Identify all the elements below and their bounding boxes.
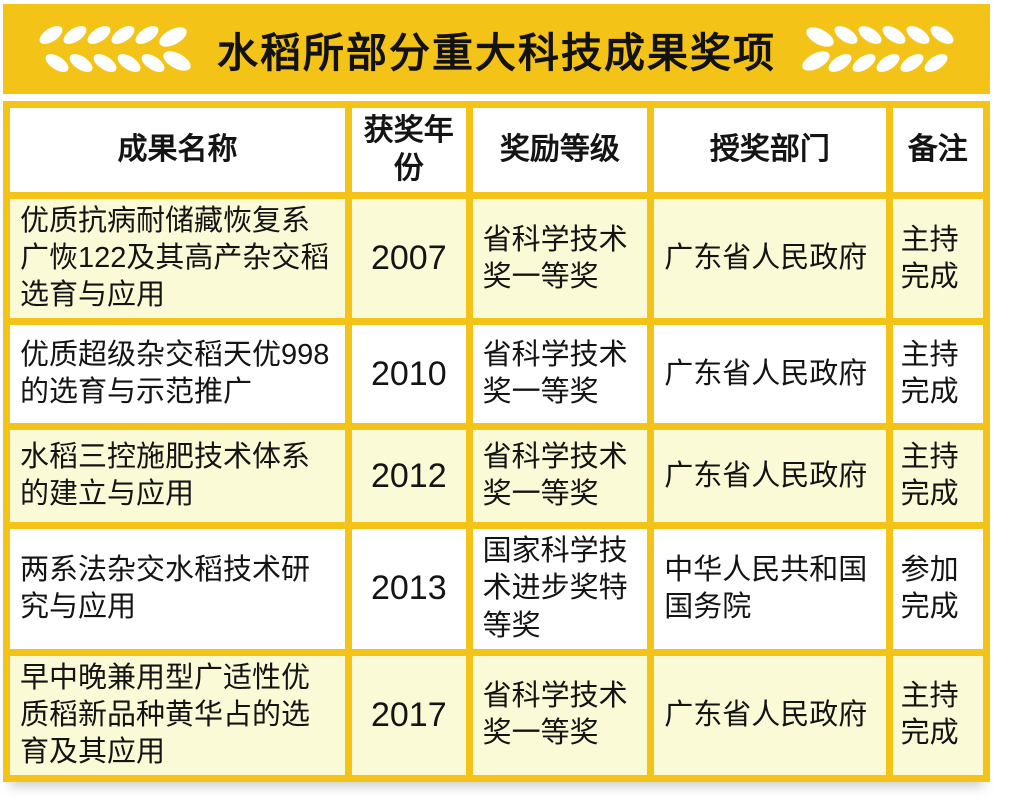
cell-remarks: 主持完成 bbox=[892, 430, 983, 523]
table-row: 早中晚兼用型广适性优质稻新品种黄华占的选育及其应用 2017 省科学技术奖一等奖… bbox=[10, 655, 983, 775]
table-row: 水稻三控施肥技术体系的建立与应用 2012 省科学技术奖一等奖 广东省人民政府 … bbox=[10, 430, 983, 523]
cell-award-year: 2013 bbox=[351, 529, 466, 649]
cell-awarding-dept: 广东省人民政府 bbox=[654, 655, 886, 775]
wheat-ear-left-icon bbox=[39, 26, 191, 72]
cell-achievement-name: 早中晚兼用型广适性优质稻新品种黄华占的选育及其应用 bbox=[10, 655, 345, 775]
cell-award-year: 2010 bbox=[351, 325, 466, 424]
header-remarks: 备注 bbox=[892, 108, 983, 192]
content-area: 水稻所部分重大科技成果奖项 bbox=[3, 4, 990, 782]
cell-awarding-dept: 广东省人民政府 bbox=[654, 199, 886, 319]
cell-remarks: 主持完成 bbox=[892, 655, 983, 775]
cell-award-year: 2007 bbox=[351, 199, 466, 319]
header-award-level: 奖励等级 bbox=[472, 108, 648, 192]
cell-achievement-name: 两系法杂交水稻技术研究与应用 bbox=[10, 529, 345, 649]
cell-award-level: 省科学技术奖一等奖 bbox=[472, 655, 648, 775]
cell-award-year: 2017 bbox=[351, 655, 466, 775]
wheat-ear-right-icon bbox=[802, 26, 954, 72]
cell-remarks: 主持完成 bbox=[892, 325, 983, 424]
header-award-year: 获奖年份 bbox=[351, 108, 466, 192]
header-achievement-name: 成果名称 bbox=[10, 108, 345, 192]
cell-awarding-dept: 中华人民共和国国务院 bbox=[654, 529, 886, 649]
header-awarding-dept: 授奖部门 bbox=[654, 108, 886, 192]
table-row: 优质超级杂交稻天优998的选育与示范推广 2010 省科学技术奖一等奖 广东省人… bbox=[10, 325, 983, 424]
table-row: 优质抗病耐储藏恢复系广恢122及其高产杂交稻选育与应用 2007 省科学技术奖一… bbox=[10, 199, 983, 319]
cell-award-level: 省科学技术奖一等奖 bbox=[472, 199, 648, 319]
awards-table: 成果名称 获奖年份 奖励等级 授奖部门 备注 优质抗病耐储藏恢复系广恢122及其… bbox=[3, 101, 990, 782]
cell-awarding-dept: 广东省人民政府 bbox=[654, 430, 886, 523]
cell-achievement-name: 优质抗病耐储藏恢复系广恢122及其高产杂交稻选育与应用 bbox=[10, 199, 345, 319]
cell-awarding-dept: 广东省人民政府 bbox=[654, 325, 886, 424]
cell-achievement-name: 水稻三控施肥技术体系的建立与应用 bbox=[10, 430, 345, 523]
cell-remarks: 参加完成 bbox=[892, 529, 983, 649]
cell-achievement-name: 优质超级杂交稻天优998的选育与示范推广 bbox=[10, 325, 345, 424]
page-title: 水稻所部分重大科技成果奖项 bbox=[217, 30, 776, 76]
table-row: 两系法杂交水稻技术研究与应用 2013 国家科学技术进步奖特等奖 中华人民共和国… bbox=[10, 529, 983, 649]
cell-remarks: 主持完成 bbox=[892, 199, 983, 319]
header-row: 成果名称 获奖年份 奖励等级 授奖部门 备注 bbox=[10, 108, 983, 192]
cell-award-level: 省科学技术奖一等奖 bbox=[472, 430, 648, 523]
cell-award-year: 2012 bbox=[351, 430, 466, 523]
title-band: 水稻所部分重大科技成果奖项 bbox=[3, 4, 990, 94]
cell-award-level: 省科学技术奖一等奖 bbox=[472, 325, 648, 424]
cell-award-level: 国家科学技术进步奖特等奖 bbox=[472, 529, 648, 649]
